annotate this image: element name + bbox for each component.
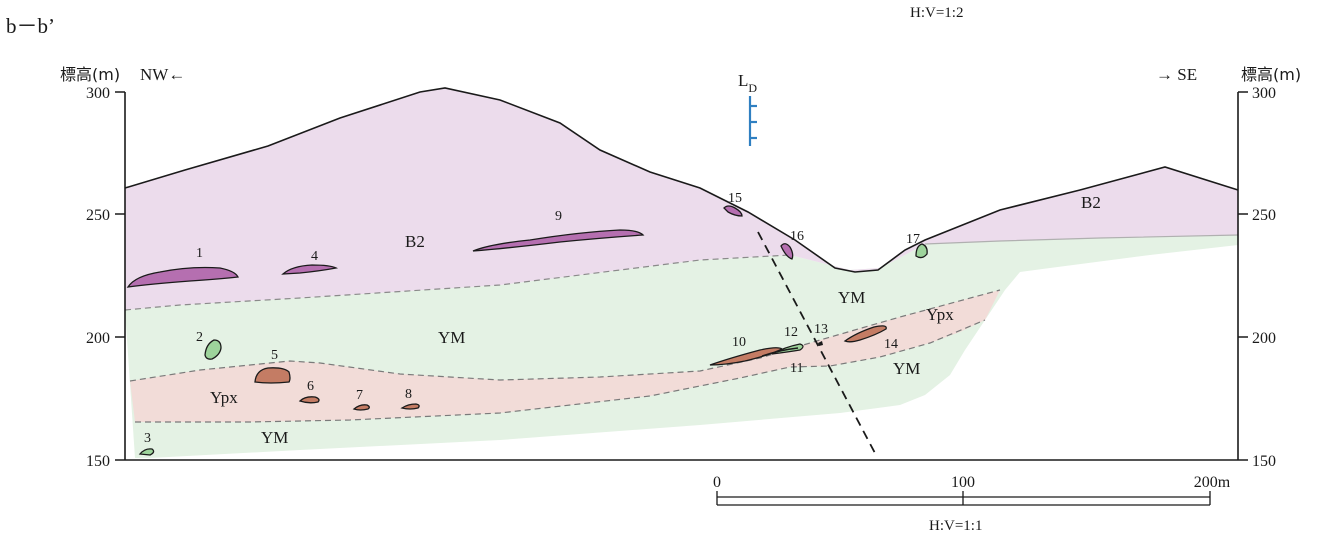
body-5 — [254, 367, 291, 384]
body-7 — [352, 404, 370, 411]
body-label-17: 17 — [906, 232, 920, 247]
ypx-upper-contact — [129, 289, 1001, 382]
body-label-7: 7 — [356, 388, 363, 403]
body-16 — [780, 243, 794, 260]
body-15 — [723, 205, 743, 217]
b2-purple-zone — [125, 88, 1238, 310]
unit-label-ym-lower: YM — [261, 428, 288, 447]
unit-label-ym-center: YM — [438, 328, 465, 347]
body-1 — [126, 266, 239, 288]
right-direction: → SE — [1156, 65, 1197, 84]
body-label-15: 15 — [728, 191, 742, 206]
left-tick-300: 300 — [86, 85, 110, 102]
scale-bar — [716, 491, 1211, 506]
unit-label-ypx-right: Ypx — [926, 305, 954, 324]
body-label-4: 4 — [311, 249, 318, 264]
unit-label-ypx-left: Ypx — [210, 388, 238, 407]
right-tick-200: 200 — [1252, 330, 1276, 347]
b2-ym-contact-right — [924, 234, 1239, 245]
left-axis-title: 標高(m) — [60, 65, 120, 84]
left-tick-150: 150 — [86, 453, 110, 470]
right-tick-300: 300 — [1252, 85, 1276, 102]
section-label: b－b’ — [6, 14, 55, 38]
scale-tick-0: 0 — [713, 474, 721, 491]
scale-tick-200: 200m — [1194, 474, 1231, 491]
scale-tick-100: 100 — [951, 474, 975, 491]
body-8 — [400, 403, 420, 410]
ypx-pink-band-left — [130, 290, 1000, 422]
right-tick-250: 250 — [1252, 207, 1276, 224]
fault-label-sub: D — [748, 81, 757, 95]
body-label-12: 12 — [784, 325, 798, 340]
left-tick-200: 200 — [86, 330, 110, 347]
body-6 — [298, 396, 320, 404]
body-13 — [818, 341, 823, 346]
unit-label-b2-left: B2 — [405, 232, 425, 251]
body-label-5: 5 — [271, 348, 278, 363]
body-label-3: 3 — [144, 431, 151, 446]
fault-label-main: L — [738, 71, 748, 90]
body-label-1: 1 — [196, 246, 203, 261]
unit-label-b2-right: B2 — [1081, 193, 1101, 212]
scale-ratio-bottom: H:V=1:1 — [929, 518, 982, 534]
ground-surface — [124, 87, 1239, 273]
right-axis-title: 標高(m) — [1241, 65, 1301, 84]
body-2 — [204, 339, 222, 360]
body-label-8: 8 — [405, 387, 412, 402]
ypx-lower-contact — [135, 319, 986, 423]
fault-marker-icon — [748, 96, 757, 146]
fault-label: LD — [738, 71, 757, 95]
body-17 — [915, 243, 928, 259]
right-tick-150: 150 — [1252, 453, 1276, 470]
scale-ratio-top: H:V=1:2 — [910, 5, 963, 21]
body-4 — [281, 264, 339, 275]
unit-label-ym-right: YM — [893, 359, 920, 378]
left-axis-ticks — [115, 91, 125, 461]
body-10 — [709, 347, 784, 366]
body-14 — [843, 325, 887, 343]
right-axis-ticks — [1238, 91, 1248, 461]
fault-trace — [757, 231, 877, 456]
body-label-13: 13 — [814, 322, 828, 337]
body-label-2: 2 — [196, 330, 203, 345]
body-9 — [472, 229, 645, 252]
body-label-9: 9 — [555, 209, 562, 224]
b2-ym-contact — [124, 254, 791, 311]
left-tick-250: 250 — [86, 207, 110, 224]
left-direction: NW← — [140, 65, 185, 84]
body-3 — [138, 448, 155, 456]
body-label-14: 14 — [884, 337, 898, 352]
body-label-10: 10 — [732, 335, 746, 350]
body-11 — [761, 347, 799, 357]
body-label-16: 16 — [790, 229, 804, 244]
body-label-11: 11 — [790, 361, 803, 376]
unit-label-ym-upper: YM — [838, 288, 865, 307]
body-label-6: 6 — [307, 379, 314, 394]
